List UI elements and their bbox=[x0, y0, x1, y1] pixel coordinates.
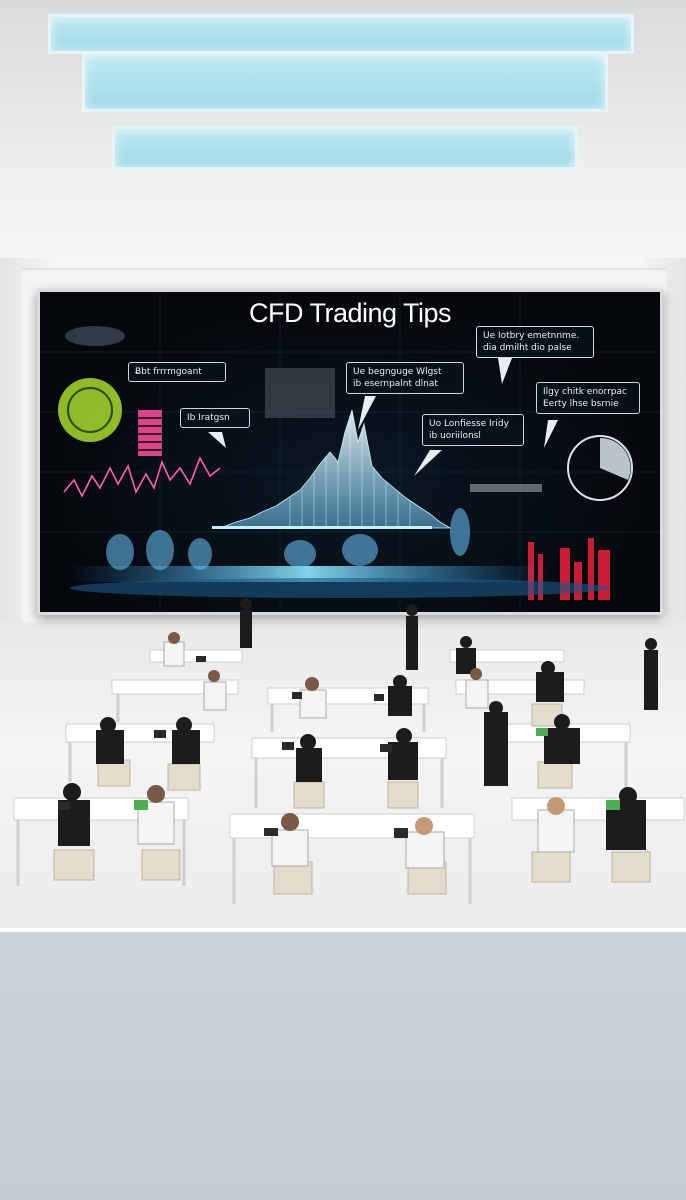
tip-bubble-2: Ib Iratgsn bbox=[180, 408, 250, 428]
ceiling bbox=[0, 0, 686, 270]
price-line-chart bbox=[63, 456, 221, 498]
tip-bubble-1: Ƀbt frrrmgoant bbox=[128, 362, 226, 382]
speech-bubble-tails bbox=[208, 358, 558, 476]
classroom-furniture bbox=[13, 598, 685, 904]
desk-row-4 bbox=[13, 797, 685, 904]
pie-gauge-slice bbox=[600, 437, 631, 480]
bottom-blank-band bbox=[0, 932, 686, 1200]
tip-bubble-3: Ue begnguge Wlgst ib esernpalnt dlnat bbox=[346, 362, 464, 394]
tip-bubble-6: Ilgy chitk enorrpac Eerty lhse bsrnie bbox=[536, 382, 640, 414]
tip-bubble-5: Uo Lonfiesse Iridy ib uoriilonsl bbox=[422, 414, 524, 446]
skylight-2 bbox=[82, 52, 608, 112]
presentation-screen: CFD Trading Tips Ƀbt frrrmgoant Ib Iratg… bbox=[37, 289, 663, 615]
hologram-ship bbox=[470, 484, 542, 492]
light-floor bbox=[70, 578, 610, 598]
tip-bubble-4: Ue Iotbry emetnnme. dia dmilht dio palse bbox=[476, 326, 594, 358]
people bbox=[58, 598, 658, 850]
skylight-3 bbox=[112, 126, 578, 170]
chairs bbox=[53, 703, 651, 895]
screen-graphics bbox=[40, 292, 660, 612]
screen-title: CFD Trading Tips bbox=[248, 298, 452, 328]
glowing-horizon-band bbox=[68, 566, 548, 582]
skylight-1 bbox=[48, 14, 634, 54]
chart-baseline bbox=[212, 526, 432, 529]
classroom-scene: CFD Trading Tips Ƀbt frrrmgoant Ib Iratg… bbox=[0, 0, 686, 930]
green-gauge-ring bbox=[67, 387, 113, 433]
desk-row-1 bbox=[149, 649, 565, 663]
laptops bbox=[58, 656, 620, 838]
volume-distribution-chart bbox=[219, 409, 452, 529]
image-divider bbox=[0, 928, 686, 933]
hologram-device bbox=[65, 326, 125, 346]
hologram-stack bbox=[265, 368, 335, 418]
hologram-figures bbox=[106, 508, 470, 570]
pie-gauge bbox=[567, 435, 633, 501]
